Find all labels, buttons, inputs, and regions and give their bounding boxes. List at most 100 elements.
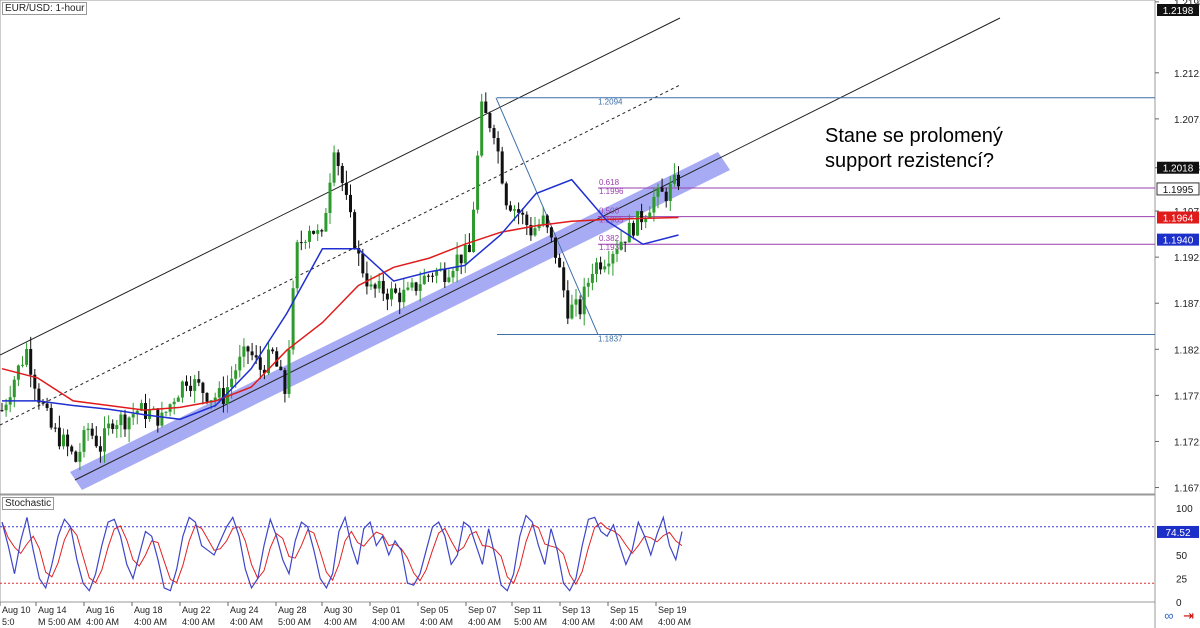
candle-body [189,385,193,391]
channel-upper[interactable] [0,17,681,356]
candle-body [537,224,541,229]
x-time-label: M 5:00 AM [38,617,81,627]
candle-body [377,280,381,289]
annotation: Stane se prolomený support rezistencí? [825,124,1003,174]
candle-body [558,257,562,268]
candle-body [238,356,242,371]
x-date-label: Aug 30 [324,605,353,615]
candle-body [402,289,406,303]
candle-body [176,397,180,402]
candle-body [115,425,119,429]
candle-body [664,191,668,202]
candle-body [131,414,135,418]
x-date-label: Aug 10 [2,605,31,615]
level-label: 1.2094 [598,98,623,107]
price-tag-blue: 1.1940 [1157,233,1199,247]
candle-body [12,379,16,398]
candle-body [668,183,672,202]
candle-body [541,215,545,225]
candle-body [385,293,389,300]
candle-body [258,357,262,370]
ma-fast-line[interactable] [2,178,679,421]
candle-body [599,262,603,270]
toolbar: ∞ ⇥ [1158,608,1194,624]
candle-body [525,214,529,225]
candle-body [677,174,680,187]
candle-body [111,423,115,429]
arrow-icon[interactable]: ⇥ [1183,608,1194,623]
chart-title: EUR/USD: 1-hour [2,2,88,15]
candle-body [217,388,221,398]
candle-body [246,346,250,352]
support-band[interactable] [70,152,730,490]
candle-body [574,299,578,305]
candle-body [611,253,615,264]
candle-body [443,268,447,283]
level-label: 1.1837 [598,335,623,344]
candle-body [426,275,430,277]
candle-body [615,249,619,254]
candle-body [554,237,557,258]
candle-body [336,152,340,166]
candle-body [283,370,287,394]
price-tag-label: 1.1940 [1163,236,1194,247]
candle-body [504,183,508,206]
fib-ratio-label: 0.500 [599,207,620,216]
x-date-label: Sep 11 [514,605,542,615]
candle-body [148,409,152,419]
x-time-label: 4:00 AM [372,617,405,627]
candle-body [476,155,480,210]
stoch-d-line[interactable] [1,521,683,586]
candle-body [332,152,336,183]
x-date-label: Aug 18 [134,605,163,615]
candle-body [287,349,291,394]
candle-body [0,410,4,412]
candle-body [344,182,348,195]
candle-body [521,212,525,215]
price-pane[interactable] [0,0,1156,495]
candle-body [21,364,24,366]
stoch-tick-label: 25 [1176,575,1188,586]
ma-slow-line[interactable] [1,216,679,411]
candle-body [390,288,393,300]
candle-body [139,403,143,411]
candle-body [242,346,246,357]
x-time-label: 5:00 AM [514,617,547,627]
candle-body [492,128,496,139]
link-icon[interactable]: ∞ [1164,608,1174,623]
stochastic-pane[interactable] [0,494,1156,603]
x-time-label: 4:00 AM [658,617,691,627]
candle-body [570,304,574,319]
candle-body [82,430,86,452]
candle-body [361,253,365,274]
candle-body [422,275,426,285]
candle-body [185,381,188,386]
fib-price-label: 1.1935 [599,243,624,252]
x-date-label: Sep 19 [658,605,687,615]
channel-lower[interactable] [74,17,1001,481]
stoch-k-line[interactable] [1,514,683,592]
x-date-label: Aug 16 [86,605,115,615]
stoch-value-label: 74.52 [1165,528,1190,539]
candle-body [545,215,549,228]
candle-body [29,348,33,375]
channel-mid[interactable] [0,84,681,426]
candle-body [49,407,53,428]
fib-ratio-label: 0.618 [599,178,620,187]
candle-body [230,378,234,388]
candle-body [62,434,65,447]
candle-body [291,288,295,350]
candle-body [4,404,8,411]
x-date-label: Aug 22 [182,605,211,615]
candle-body [144,403,147,419]
x-date-label: Aug 28 [278,605,307,615]
candle-body [369,284,373,287]
candle-body [70,446,74,452]
candle-body [533,228,537,236]
